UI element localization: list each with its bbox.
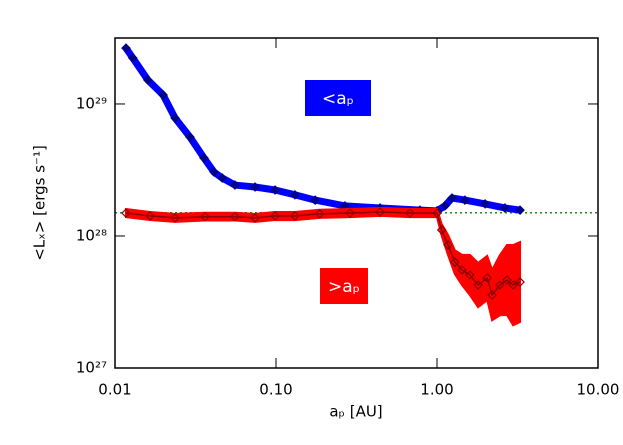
series-line (125, 211, 521, 296)
marker (495, 280, 505, 290)
marker (121, 43, 131, 53)
marker (345, 208, 355, 218)
marker (290, 211, 300, 221)
marker (270, 185, 280, 195)
marker (217, 173, 228, 183)
marker (473, 280, 483, 290)
marker (121, 208, 131, 218)
y-tick-label: 10²⁹ (76, 94, 107, 112)
marker (290, 189, 300, 200)
marker (480, 199, 490, 209)
marker (515, 205, 525, 215)
x-tick-label: 0.10 (259, 381, 292, 399)
marker (250, 182, 260, 192)
marker (500, 203, 510, 213)
marker (310, 195, 320, 205)
marker (440, 201, 450, 211)
marker (270, 211, 280, 221)
marker (250, 213, 260, 223)
marker (502, 275, 512, 285)
marker (143, 75, 153, 85)
series-label: <aₚ (322, 89, 354, 109)
marker (230, 180, 240, 190)
marker (487, 290, 497, 300)
marker (209, 167, 219, 177)
marker (460, 195, 470, 205)
marker (465, 270, 475, 280)
marker (185, 132, 195, 142)
marker (375, 207, 385, 217)
marker (515, 277, 525, 287)
marker (436, 225, 447, 235)
marker (200, 211, 210, 222)
marker (158, 90, 168, 100)
marker (457, 265, 467, 275)
marker (432, 208, 442, 218)
series-line (123, 46, 521, 215)
marker (199, 153, 209, 163)
series-label: >aₚ (328, 277, 360, 297)
y-tick-label: 10²⁸ (76, 226, 107, 244)
marker (170, 113, 180, 123)
x-tick-label: 10.00 (577, 381, 620, 399)
marker (127, 53, 138, 63)
y-tick-label: 10²⁷ (76, 359, 107, 377)
marker (447, 193, 457, 203)
plot-frame (114, 37, 599, 369)
y-axis-label: <Lₓ> [ergs s⁻¹] (31, 145, 49, 261)
marker (482, 273, 493, 283)
series-label-box (320, 268, 368, 304)
x-tick-label: 1.00 (420, 381, 453, 399)
marker (170, 213, 180, 223)
error-band (124, 206, 522, 327)
marker (508, 280, 518, 290)
x-axis-label: aₚ [AU] (329, 403, 382, 421)
marker (314, 209, 325, 219)
marker (145, 211, 155, 221)
x-tick-label: 0.01 (98, 381, 131, 399)
series-label-box (305, 80, 371, 116)
marker (405, 208, 415, 218)
marker (449, 257, 460, 267)
marker (443, 240, 453, 250)
marker (230, 211, 240, 222)
plot (115, 43, 598, 327)
